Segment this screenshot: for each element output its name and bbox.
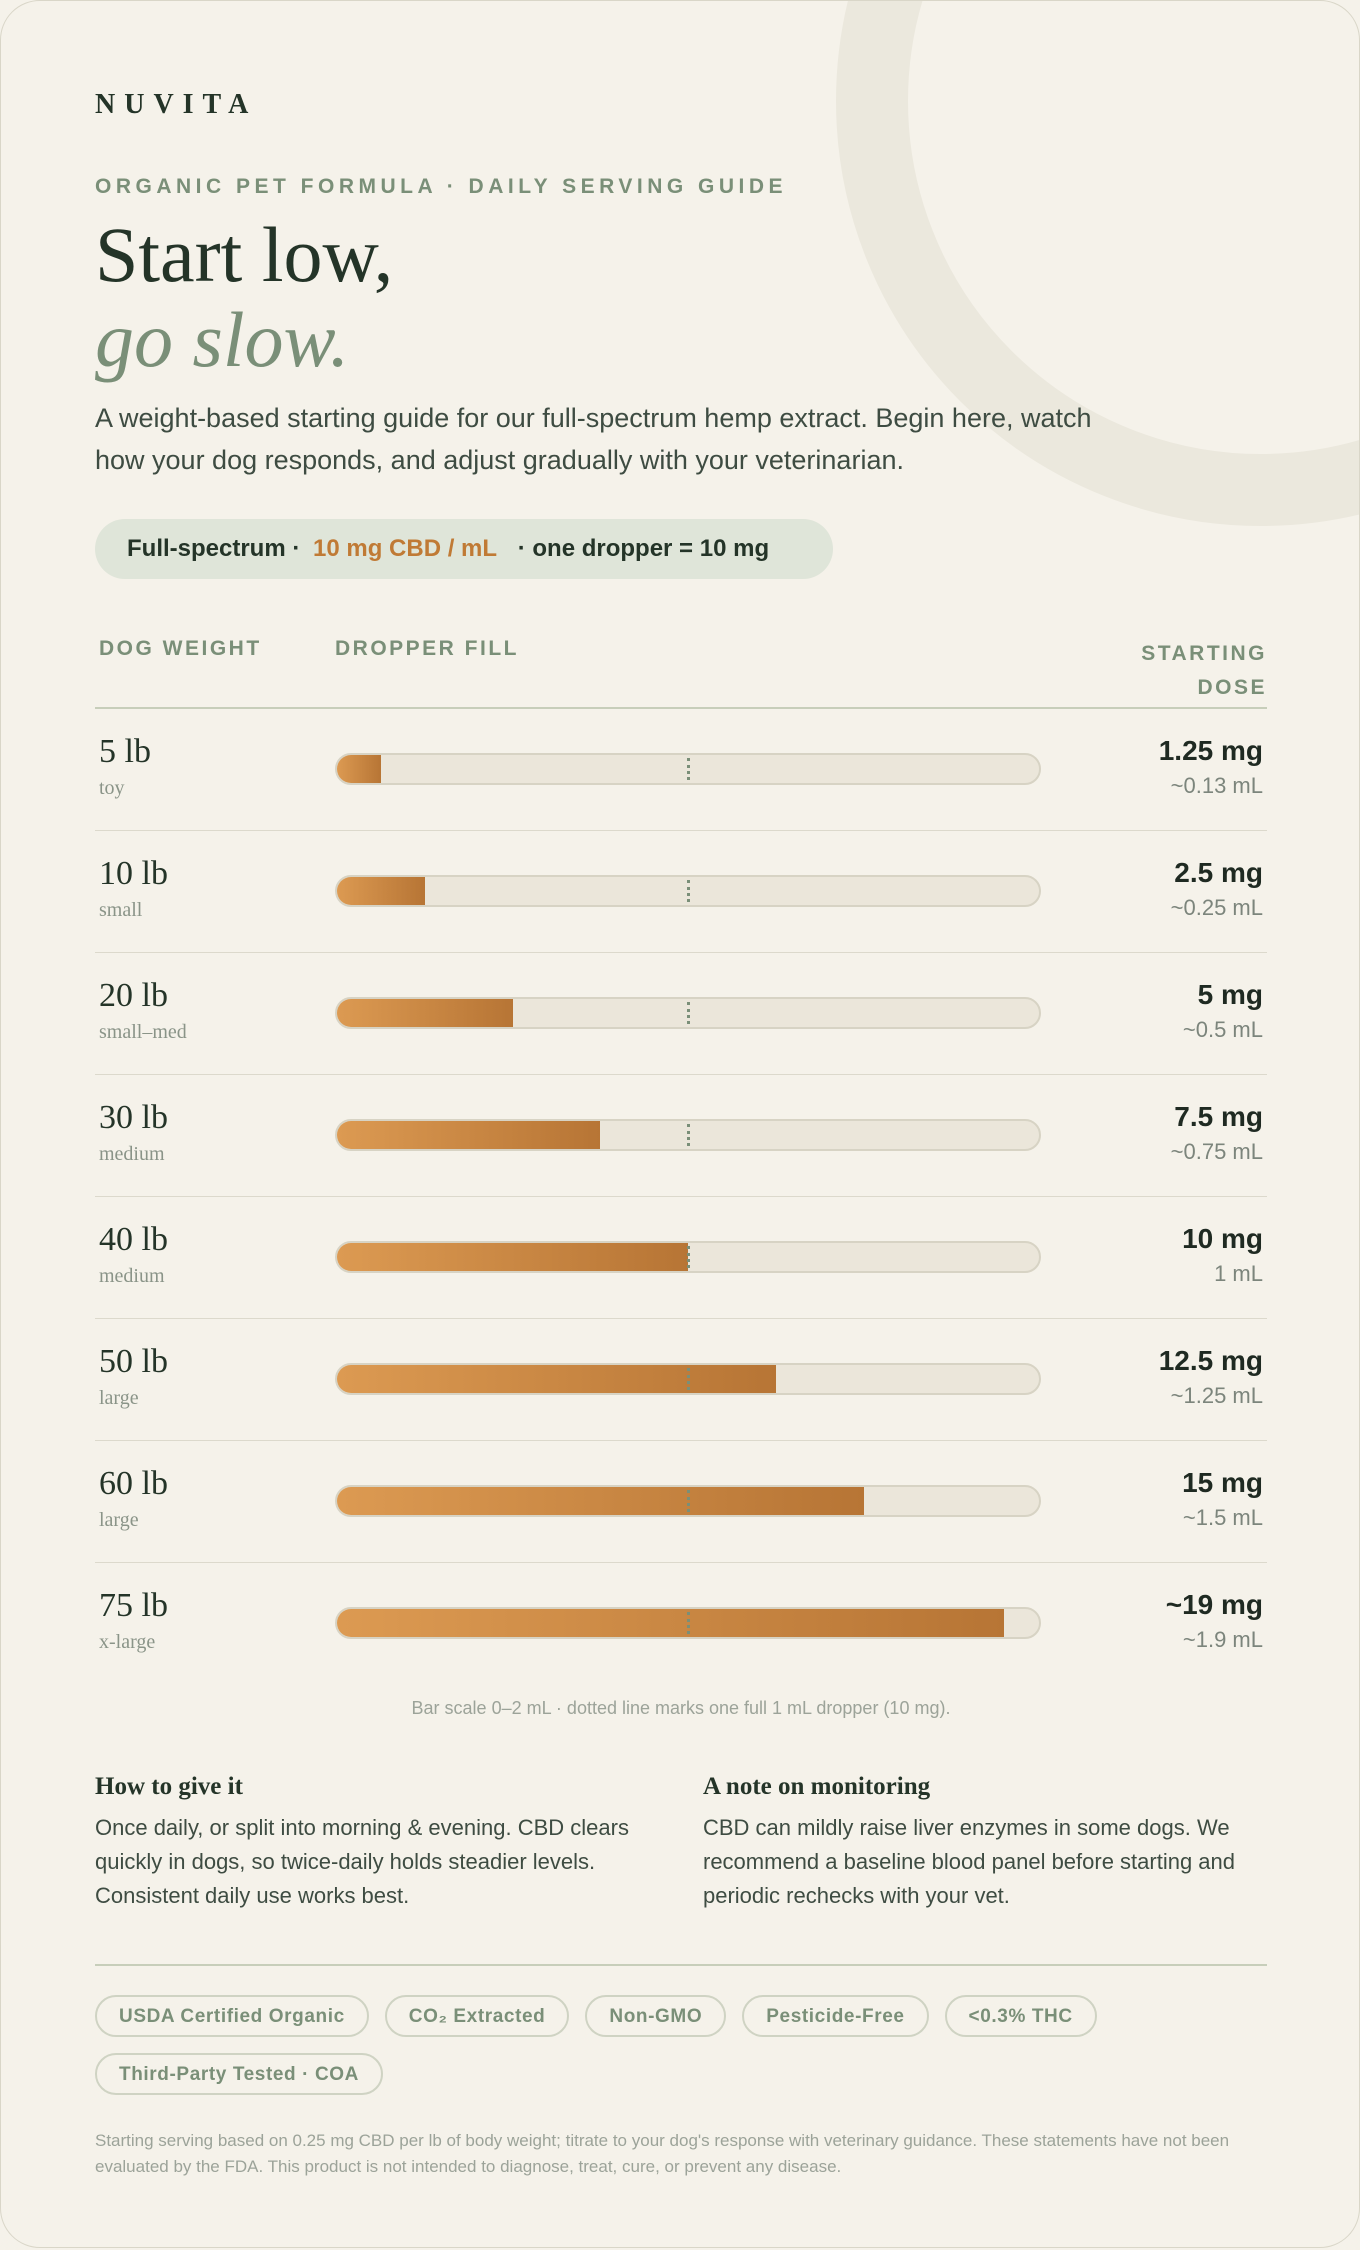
dropper-fill-bar: [335, 997, 1041, 1029]
row-weight: 50 lb: [99, 1343, 168, 1380]
row-ml: ~0.5 mL: [1182, 1017, 1263, 1042]
one-dropper-marker: [687, 758, 690, 780]
row-ml: ~1.25 mL: [1170, 1383, 1263, 1408]
one-dropper-marker: [687, 1246, 690, 1268]
monitor-title: A note on monitoring: [703, 1773, 931, 1800]
col-header-dose-line-1: STARTING: [1141, 642, 1267, 665]
dropper-fill-level: [337, 999, 513, 1027]
spec-type: Full-spectrum ·: [127, 535, 301, 562]
how-body: Once daily, or split into morning & even…: [95, 1815, 629, 1908]
row-dose: 2.5 mg: [1174, 857, 1263, 888]
table-row: 20 lb small–med 5 mg ~0.5 mL: [95, 953, 1267, 1075]
product-spec-pill: Full-spectrum · 10 mg CBD / mL · one dro…: [95, 519, 833, 579]
dropper-fill-bar: [335, 1485, 1041, 1517]
dose-table: 5 lb toy 1.25 mg ~0.13 mL 10 lb small 2.5 mg ~0…: [95, 709, 1267, 1684]
how-to-give-section: How to give it Once daily, or split into…: [95, 1773, 655, 1913]
certification-badge: USDA Certified Organic: [95, 1995, 369, 2037]
table-row: 50 lb large 12.5 mg ~1.25 mL: [95, 1319, 1267, 1441]
monitoring-section: A note on monitoring CBD can mildly rais…: [703, 1773, 1263, 1913]
row-weight: 30 lb: [99, 1099, 168, 1136]
row-dose: 7.5 mg: [1174, 1101, 1263, 1132]
eyebrow: ORGANIC PET FORMULA · DAILY SERVING GUID…: [95, 175, 788, 198]
dropper-fill-bar: [335, 1241, 1041, 1273]
row-ml: ~0.25 mL: [1170, 895, 1263, 920]
row-size: medium: [99, 1143, 165, 1165]
table-row: 10 lb small 2.5 mg ~0.25 mL: [95, 831, 1267, 953]
dropper-fill-level: [337, 1609, 1004, 1637]
row-weight: 5 lb: [99, 733, 151, 770]
certification-badge: Pesticide-Free: [742, 1995, 929, 2037]
certification-badge: <0.3% THC: [944, 1995, 1097, 2037]
dropper-fill-bar: [335, 753, 1041, 785]
dropper-fill-bar: [335, 875, 1041, 907]
row-weight: 20 lb: [99, 977, 168, 1014]
table-row: 75 lb x-large ~19 mg ~1.9 mL: [95, 1563, 1267, 1684]
one-dropper-marker: [687, 1612, 690, 1634]
intro-text: A weight-based starting guide for our fu…: [95, 403, 1092, 475]
one-dropper-marker: [687, 1368, 690, 1390]
row-dose: 15 mg: [1182, 1467, 1263, 1498]
row-weight: 75 lb: [99, 1587, 168, 1624]
row-size: toy: [99, 777, 125, 799]
dropper-fill-level: [337, 1243, 688, 1271]
row-dose: 12.5 mg: [1158, 1345, 1263, 1376]
dropper-fill-bar: [335, 1119, 1041, 1151]
row-ml: ~0.75 mL: [1170, 1139, 1263, 1164]
dropper-fill-bar: [335, 1363, 1041, 1395]
dropper-fill-level: [337, 1365, 776, 1393]
col-header-dose: STARTING DOSE: [1141, 637, 1267, 705]
badge-list: USDA Certified Organic CO₂ Extracted Non-G…: [95, 1995, 1267, 2095]
dropper-fill-level: [337, 877, 425, 905]
brand-logo: NUVITA: [95, 89, 258, 120]
row-size: large: [99, 1509, 139, 1531]
one-dropper-marker: [687, 1490, 690, 1512]
row-size: medium: [99, 1265, 165, 1287]
certification-badge: CO₂ Extracted: [384, 1995, 570, 2037]
row-size: small: [99, 899, 143, 921]
headline-line-2: go slow.: [95, 296, 350, 383]
dropper-fill-level: [337, 755, 381, 783]
dropper-fill-level: [337, 1121, 601, 1149]
table-row: 30 lb medium 7.5 mg ~0.75 mL: [95, 1075, 1267, 1197]
how-title: How to give it: [95, 1773, 243, 1800]
table-row: 60 lb large 15 mg ~1.5 mL: [95, 1441, 1267, 1563]
row-size: large: [99, 1387, 139, 1409]
col-header-weight: DOG WEIGHT: [99, 637, 262, 660]
row-ml: ~0.13 mL: [1170, 773, 1263, 798]
table-header-rule: [95, 707, 1267, 709]
row-ml: ~1.5 mL: [1182, 1505, 1263, 1530]
one-dropper-marker: [687, 1124, 690, 1146]
row-size: small–med: [99, 1021, 187, 1043]
dropper-fill-level: [337, 1487, 864, 1515]
table-row: 5 lb toy 1.25 mg ~0.13 mL: [95, 709, 1267, 831]
row-ml: 1 mL: [1214, 1261, 1263, 1286]
row-dose: 1.25 mg: [1158, 735, 1263, 766]
spec-concentration: 10 mg CBD / mL: [313, 535, 498, 562]
row-ml: ~1.9 mL: [1182, 1627, 1263, 1652]
row-weight: 10 lb: [99, 855, 168, 892]
col-header-dose-line-2: DOSE: [1197, 676, 1267, 699]
one-dropper-marker: [687, 880, 690, 902]
row-dose: 5 mg: [1197, 979, 1263, 1010]
spec-dropper: · one dropper = 10 mg: [517, 535, 770, 562]
row-dose: ~19 mg: [1165, 1589, 1263, 1620]
row-weight: 40 lb: [99, 1221, 168, 1258]
headline-line-1: Start low,: [95, 211, 394, 298]
row-dose: 10 mg: [1182, 1223, 1263, 1254]
certification-badge: Non-GMO: [585, 1995, 727, 2037]
dropper-fill-bar: [335, 1607, 1041, 1639]
footer-rule: [95, 1964, 1267, 1966]
col-header-fill: DROPPER FILL: [335, 637, 520, 660]
certification-badge: Third-Party Tested · COA: [95, 2053, 383, 2095]
disclaimer: Starting serving based on 0.25 mg CBD pe…: [95, 2131, 1230, 2176]
scale-note: Bar scale 0–2 mL · dotted line marks one…: [411, 1698, 951, 1718]
one-dropper-marker: [687, 1002, 690, 1024]
row-size: x-large: [99, 1631, 156, 1653]
row-weight: 60 lb: [99, 1465, 168, 1502]
monitor-body: CBD can mildly raise liver enzymes in so…: [703, 1815, 1236, 1908]
table-row: 40 lb medium 10 mg 1 mL: [95, 1197, 1267, 1319]
